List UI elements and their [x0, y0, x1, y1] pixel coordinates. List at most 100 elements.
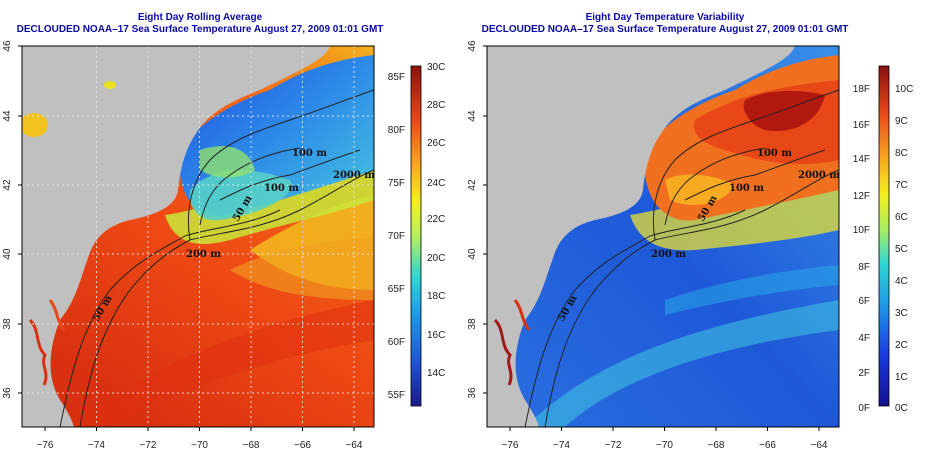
y-tick: 36 — [2, 387, 22, 399]
svg-text:38: 38 — [467, 318, 478, 330]
left-title: Eight Day Rolling Average — [137, 12, 263, 23]
colorbar-c-tick: 28C — [427, 100, 445, 111]
y-tick: 46 — [467, 40, 487, 52]
colorbar-c-tick: 5C — [895, 244, 908, 255]
svg-text:−74: −74 — [88, 440, 105, 451]
colorbar-c-tick: 2C — [895, 340, 908, 351]
svg-text:−76: −76 — [502, 440, 519, 451]
colorbar-f-tick: 60F — [388, 337, 405, 348]
svg-text:−76: −76 — [37, 440, 54, 451]
colorbar-c-tick: 4C — [895, 276, 908, 287]
right-title: Eight Day Temperature Variability — [585, 12, 745, 23]
colorbar-f-tick: 70F — [388, 231, 405, 242]
y-tick: 36 — [467, 387, 487, 399]
colorbar-f-tick: 6F — [858, 296, 870, 307]
x-tick: −66 — [294, 427, 311, 451]
y-tick: 40 — [467, 248, 487, 260]
x-tick: −64 — [346, 427, 363, 451]
colorbar-c-tick: 3C — [895, 308, 908, 319]
y-tick: 42 — [467, 179, 487, 191]
svg-text:40: 40 — [2, 248, 13, 260]
colorbar-c-tick: 22C — [427, 214, 445, 225]
y-tick: 46 — [2, 40, 22, 52]
colorbar-f-tick: 14F — [853, 154, 870, 165]
svg-text:−64: −64 — [346, 440, 363, 451]
colorbar-c-tick: 16C — [427, 330, 445, 341]
x-tick: −68 — [243, 427, 260, 451]
svg-text:40: 40 — [467, 248, 478, 260]
colorbar-c-tick: 26C — [427, 138, 445, 149]
y-tick: 42 — [2, 179, 22, 191]
svg-text:44: 44 — [2, 110, 13, 122]
contour-label: 2000 m — [333, 170, 375, 181]
svg-text:−70: −70 — [656, 440, 673, 451]
right-subtitle: DECLOUDED NOAA–17 Sea Surface Temperatur… — [481, 24, 849, 35]
colorbar-f-tick: 10F — [853, 225, 870, 236]
y-tick: 40 — [2, 248, 22, 260]
svg-text:−72: −72 — [605, 440, 622, 451]
svg-text:−64: −64 — [811, 440, 828, 451]
colorbar-c-tick: 20C — [427, 253, 445, 264]
map-frame — [21, 45, 375, 428]
svg-text:42: 42 — [2, 179, 13, 191]
right-map-svg: 100 m 2000 m 100 m 50 m 200 m 50 m 46 44… — [467, 40, 913, 451]
svg-text:46: 46 — [2, 40, 13, 52]
colorbar-c-tick: 24C — [427, 178, 445, 189]
svg-text:−74: −74 — [553, 440, 570, 451]
svg-text:−68: −68 — [243, 440, 260, 451]
svg-text:38: 38 — [2, 318, 13, 330]
colorbar-f-tick: 55F — [388, 390, 405, 401]
y-tick: 38 — [2, 318, 22, 330]
colorbar-c-tick: 8C — [895, 148, 908, 159]
contour-label: 200 m — [186, 249, 221, 260]
colorbar-c-tick: 10C — [895, 84, 913, 95]
x-tick: −72 — [605, 427, 622, 451]
colorbar-f-tick: 2F — [858, 368, 870, 379]
contour-label: 100 m — [264, 183, 299, 194]
colorbar-f-tick: 65F — [388, 284, 405, 295]
colorbar-f-tick: 16F — [853, 120, 870, 131]
right-map-panel: Eight Day Temperature Variability DECLOU… — [465, 0, 940, 475]
colorbar-f-tick: 85F — [388, 72, 405, 83]
colorbar-c-tick: 9C — [895, 116, 908, 127]
colorbar-f-tick: 8F — [858, 262, 870, 273]
sst-colorbar — [410, 65, 422, 407]
colorbar-c-tick: 1C — [895, 372, 908, 383]
x-tick: −68 — [708, 427, 725, 451]
y-tick: 44 — [2, 110, 22, 122]
map-frame — [486, 45, 840, 428]
colorbar-c-tick: 0C — [895, 403, 908, 414]
colorbar-c-tick: 18C — [427, 291, 445, 302]
y-tick: 38 — [467, 318, 487, 330]
x-tick: −76 — [37, 427, 54, 451]
svg-text:46: 46 — [467, 40, 478, 52]
left-map-svg: 100 m 2000 m 100 m 50 m 200 m 50 m 46 44… — [2, 40, 445, 451]
colorbar-f-tick: 0F — [858, 403, 870, 414]
left-subtitle: DECLOUDED NOAA–17 Sea Surface Temperatur… — [16, 24, 384, 35]
colorbar-c-tick: 7C — [895, 180, 908, 191]
svg-text:−66: −66 — [294, 440, 311, 451]
variability-colorbar — [878, 65, 890, 407]
svg-text:36: 36 — [2, 387, 13, 399]
x-tick: −70 — [656, 427, 673, 451]
contour-label: 100 m — [757, 148, 792, 159]
colorbar-c-tick: 6C — [895, 212, 908, 223]
contour-label: 200 m — [651, 249, 686, 260]
y-tick: 44 — [467, 110, 487, 122]
colorbar-f-tick: 18F — [853, 84, 870, 95]
left-map-panel: Eight Day Rolling Average DECLOUDED NOAA… — [2, 12, 445, 451]
contour-label: 100 m — [729, 183, 764, 194]
colorbar-f-tick: 80F — [388, 125, 405, 136]
colorbar-c-tick: 30C — [427, 62, 445, 73]
x-tick: −76 — [502, 427, 519, 451]
svg-text:44: 44 — [467, 110, 478, 122]
svg-text:−70: −70 — [191, 440, 208, 451]
svg-text:42: 42 — [467, 179, 478, 191]
x-tick: −66 — [759, 427, 776, 451]
x-tick: −70 — [191, 427, 208, 451]
svg-text:−68: −68 — [708, 440, 725, 451]
x-tick: −74 — [88, 427, 105, 451]
colorbar-f-tick: 75F — [388, 178, 405, 189]
colorbar-f-tick: 4F — [858, 333, 870, 344]
svg-text:−66: −66 — [759, 440, 776, 451]
